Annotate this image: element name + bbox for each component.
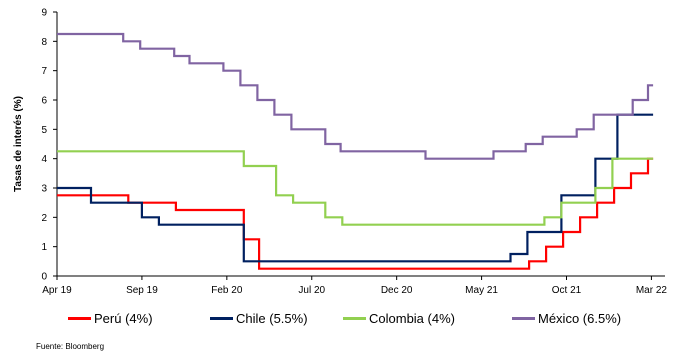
x-tick-label: Mar 22 — [636, 285, 668, 296]
y-tick-label: 0 — [41, 272, 47, 283]
x-tick-label: May 21 — [465, 285, 498, 296]
y-tick-label: 6 — [41, 96, 47, 107]
legend-swatch-colombia — [343, 317, 366, 320]
x-tick-label: Jul 20 — [298, 285, 325, 296]
legend-swatch-mexico — [512, 317, 535, 320]
legend-label-peru: Perú (4%) — [94, 311, 153, 326]
y-tick-label: 7 — [41, 66, 47, 77]
chart: 0 1 2 3 4 5 6 7 8 9 Apr 19 Sep 19 Feb 20 Jul 20 Dec 20… — [13, 8, 668, 297]
y-tick-label: 5 — [41, 125, 47, 136]
y-tick-label: 2 — [41, 213, 47, 224]
legend-item-chile: Chile (5.5%) — [210, 311, 343, 326]
x-tick-label: Sep 19 — [126, 285, 158, 296]
source-note: Fuente: Bloomberg — [36, 342, 105, 351]
legend-swatch-peru — [68, 317, 91, 320]
legend-item-peru: Perú (4%) — [68, 311, 210, 326]
legend-item-colombia: Colombia (4%) — [343, 311, 512, 326]
y-tick-label: 3 — [41, 184, 47, 195]
legend-item-mexico: México (6.5%) — [512, 311, 621, 326]
y-tick-label: 1 — [41, 242, 47, 253]
series-line-3 — [57, 32, 654, 160]
legend: Perú (4%) Chile (5.5%) Colombia (4%) Méx… — [68, 311, 621, 326]
x-tick-label: Oct 21 — [552, 285, 582, 296]
y-tick-label: 4 — [41, 154, 47, 165]
legend-label-colombia: Colombia (4%) — [369, 311, 455, 326]
x-tick-label: Dec 20 — [381, 285, 413, 296]
legend-swatch-chile — [210, 317, 233, 320]
legend-label-chile: Chile (5.5%) — [236, 311, 308, 326]
x-tick-label: Apr 19 — [42, 285, 72, 296]
series-line-0 — [57, 157, 654, 270]
series-line-2 — [57, 150, 654, 226]
series-line-1 — [57, 113, 654, 263]
y-tick-label: 8 — [41, 37, 47, 48]
y-axis-label: Tasas de interés (%) — [13, 96, 24, 192]
x-tick-label: Feb 20 — [211, 285, 243, 296]
legend-label-mexico: México (6.5%) — [538, 311, 622, 326]
y-tick-label: 9 — [41, 8, 47, 19]
